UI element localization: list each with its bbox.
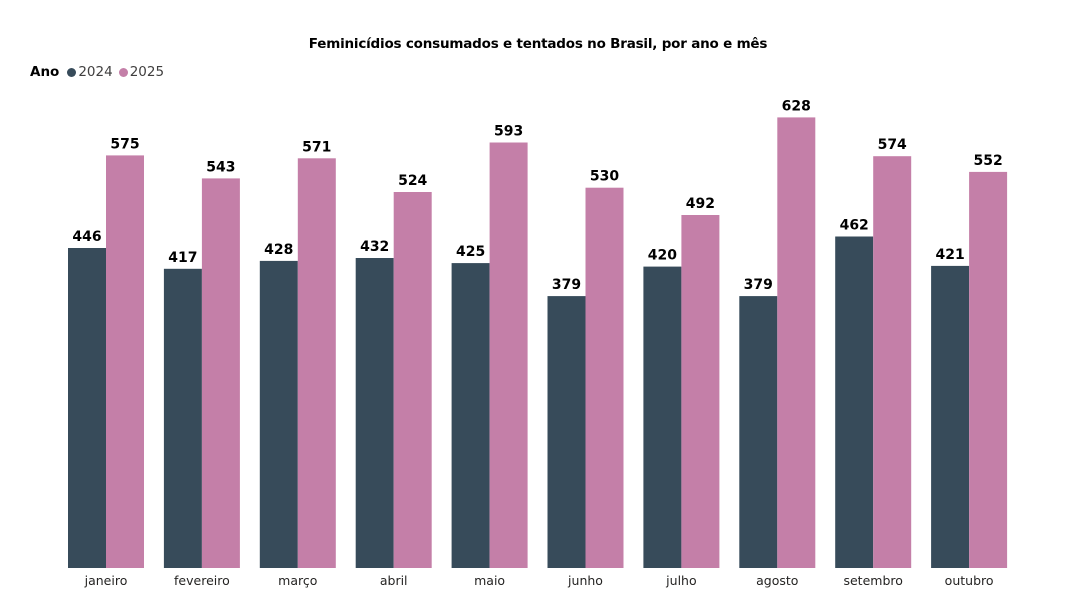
bar-2024-maio[interactable] [451,263,490,568]
bar-2025-outubro[interactable] [969,171,1008,568]
data-label-2024-fevereiro: 417 [168,250,197,266]
bar-2025-junho[interactable] [585,187,624,568]
data-label-2025-maio: 593 [494,124,523,140]
bar-2024-janeiro[interactable] [68,248,106,568]
data-label-2024-maio: 425 [456,244,485,260]
data-label-2024-abril: 432 [360,239,389,255]
bar-2025-janeiro[interactable] [106,155,144,568]
legend-item-2025[interactable]: 2025 [118,64,165,80]
x-tick-label-outubro: outubro [945,573,994,588]
legend-dot-2025 [118,67,128,77]
x-tick-label-março: março [278,573,317,588]
bar-2024-julho[interactable] [643,266,682,568]
bar-2024-fevereiro[interactable] [163,268,202,568]
data-label-2024-julho: 420 [648,248,677,264]
bar-2025-maio[interactable] [489,142,528,569]
data-label-2025-março: 571 [302,139,331,155]
bar-2025-agosto[interactable] [777,117,816,569]
bar-2025-fevereiro[interactable] [201,178,240,568]
chart-title: Feminicídios consumados e tentados no Br… [308,36,768,52]
legend-label-2024: 2024 [78,64,113,80]
data-label-2025-agosto: 628 [782,98,811,114]
bar-2024-junho[interactable] [547,296,586,568]
bar-2025-julho[interactable] [681,215,720,568]
data-label-2024-janeiro: 446 [72,229,101,245]
legend-item-2024[interactable]: 2024 [67,64,113,80]
data-label-2024-junho: 379 [552,277,581,293]
legend-label-2025: 2025 [129,64,165,80]
data-label-2024-agosto: 379 [744,277,773,293]
data-label-2025-setembro: 574 [878,137,907,153]
legend-dot-2024 [67,67,77,77]
x-tick-label-janeiro: janeiro [84,573,128,588]
data-label-2024-março: 428 [264,242,293,258]
data-label-2025-julho: 492 [686,196,715,212]
data-label-2025-abril: 524 [398,173,427,189]
data-label-2025-fevereiro: 543 [206,159,235,175]
bar-2025-abril[interactable] [393,192,432,568]
data-label-2024-outubro: 421 [935,247,964,263]
bar-2024-abril[interactable] [355,258,394,568]
bar-2025-setembro[interactable] [873,156,912,568]
x-tick-label-agosto: agosto [756,573,798,588]
data-label-2025-outubro: 552 [973,153,1002,169]
bar-2024-outubro[interactable] [931,265,970,568]
x-tick-label-julho: julho [665,573,696,588]
data-label-2025-junho: 530 [590,169,619,185]
bar-2024-agosto[interactable] [739,296,778,568]
bar-2024-março[interactable] [259,260,298,568]
data-label-2025-janeiro: 575 [110,136,139,152]
x-tick-label-fevereiro: fevereiro [174,573,230,588]
x-tick-label-setembro: setembro [843,573,902,588]
x-tick-label-junho: junho [567,573,603,588]
legend-title: Ano [30,64,60,80]
legend: Ano 2024 2025 [30,64,170,80]
bar-2025-março[interactable] [297,158,336,569]
data-label-2024-setembro: 462 [840,218,869,234]
bar-2024-setembro[interactable] [835,236,874,569]
x-tick-label-abril: abril [380,573,408,588]
x-tick-label-maio: maio [474,573,505,588]
